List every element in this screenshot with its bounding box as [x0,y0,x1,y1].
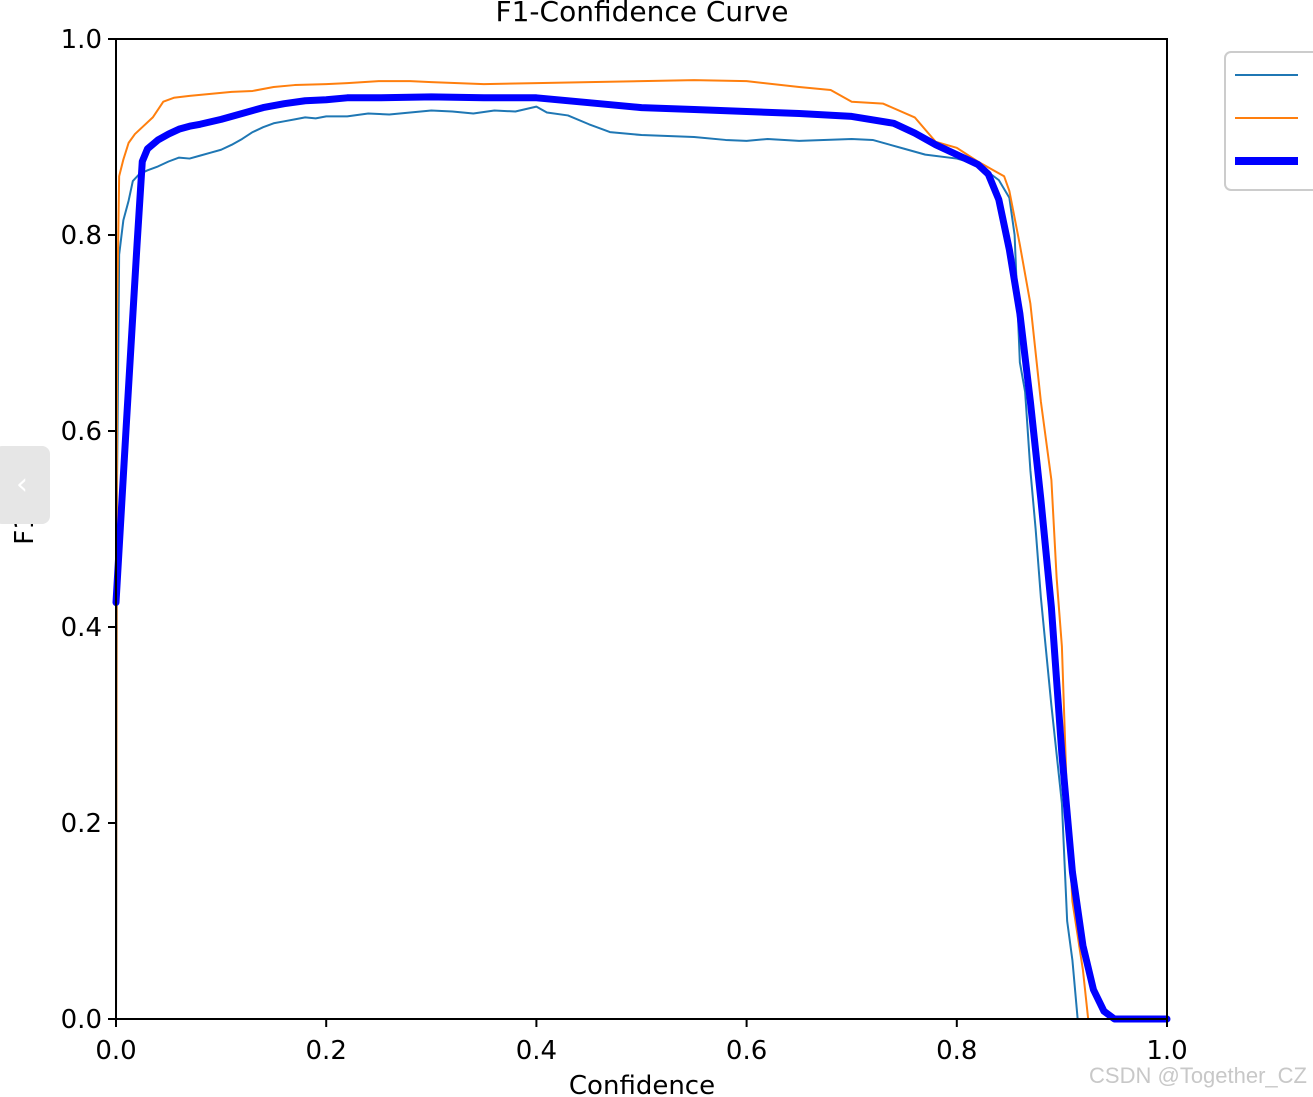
x-tick-label: 0.0 [95,1036,136,1066]
x-axis-title: Confidence [569,1071,715,1097]
y-axis-ticks: 0.0 0.2 0.4 0.6 0.8 1.0 [61,25,116,1035]
legend-entries [1235,74,1298,165]
plot-frame [115,38,1168,1020]
chart-title: F1-Confidence Curve [496,0,789,28]
collapse-sidebar-button[interactable]: ‹ [0,446,50,524]
legend-box [1224,51,1313,191]
x-axis-ticks: 0.0 0.2 0.4 0.6 0.8 1.0 [95,1019,1188,1066]
y-tick-label: 0.2 [61,809,102,839]
x-tick-label: 0.8 [936,1036,977,1066]
x-tick-label: 0.4 [516,1036,557,1066]
y-tick-label: 0.4 [61,613,102,643]
series-line-3 [112,93,1171,1023]
chevron-left-icon: ‹ [16,467,28,502]
y-tick-label: 1.0 [61,25,102,55]
x-tick-label: 0.2 [306,1036,347,1066]
x-tick-label: 1.0 [1146,1036,1187,1066]
y-tick-label: 0.6 [61,417,102,447]
x-tick-label: 0.6 [726,1036,767,1066]
watermark: CSDN @Together_CZ [1089,1063,1307,1088]
series-line-2 [115,79,1168,1020]
y-tick-label: 0.8 [61,221,102,251]
series-group [112,79,1171,1023]
legend [1224,51,1313,191]
y-tick-label: 0.0 [61,1005,102,1035]
